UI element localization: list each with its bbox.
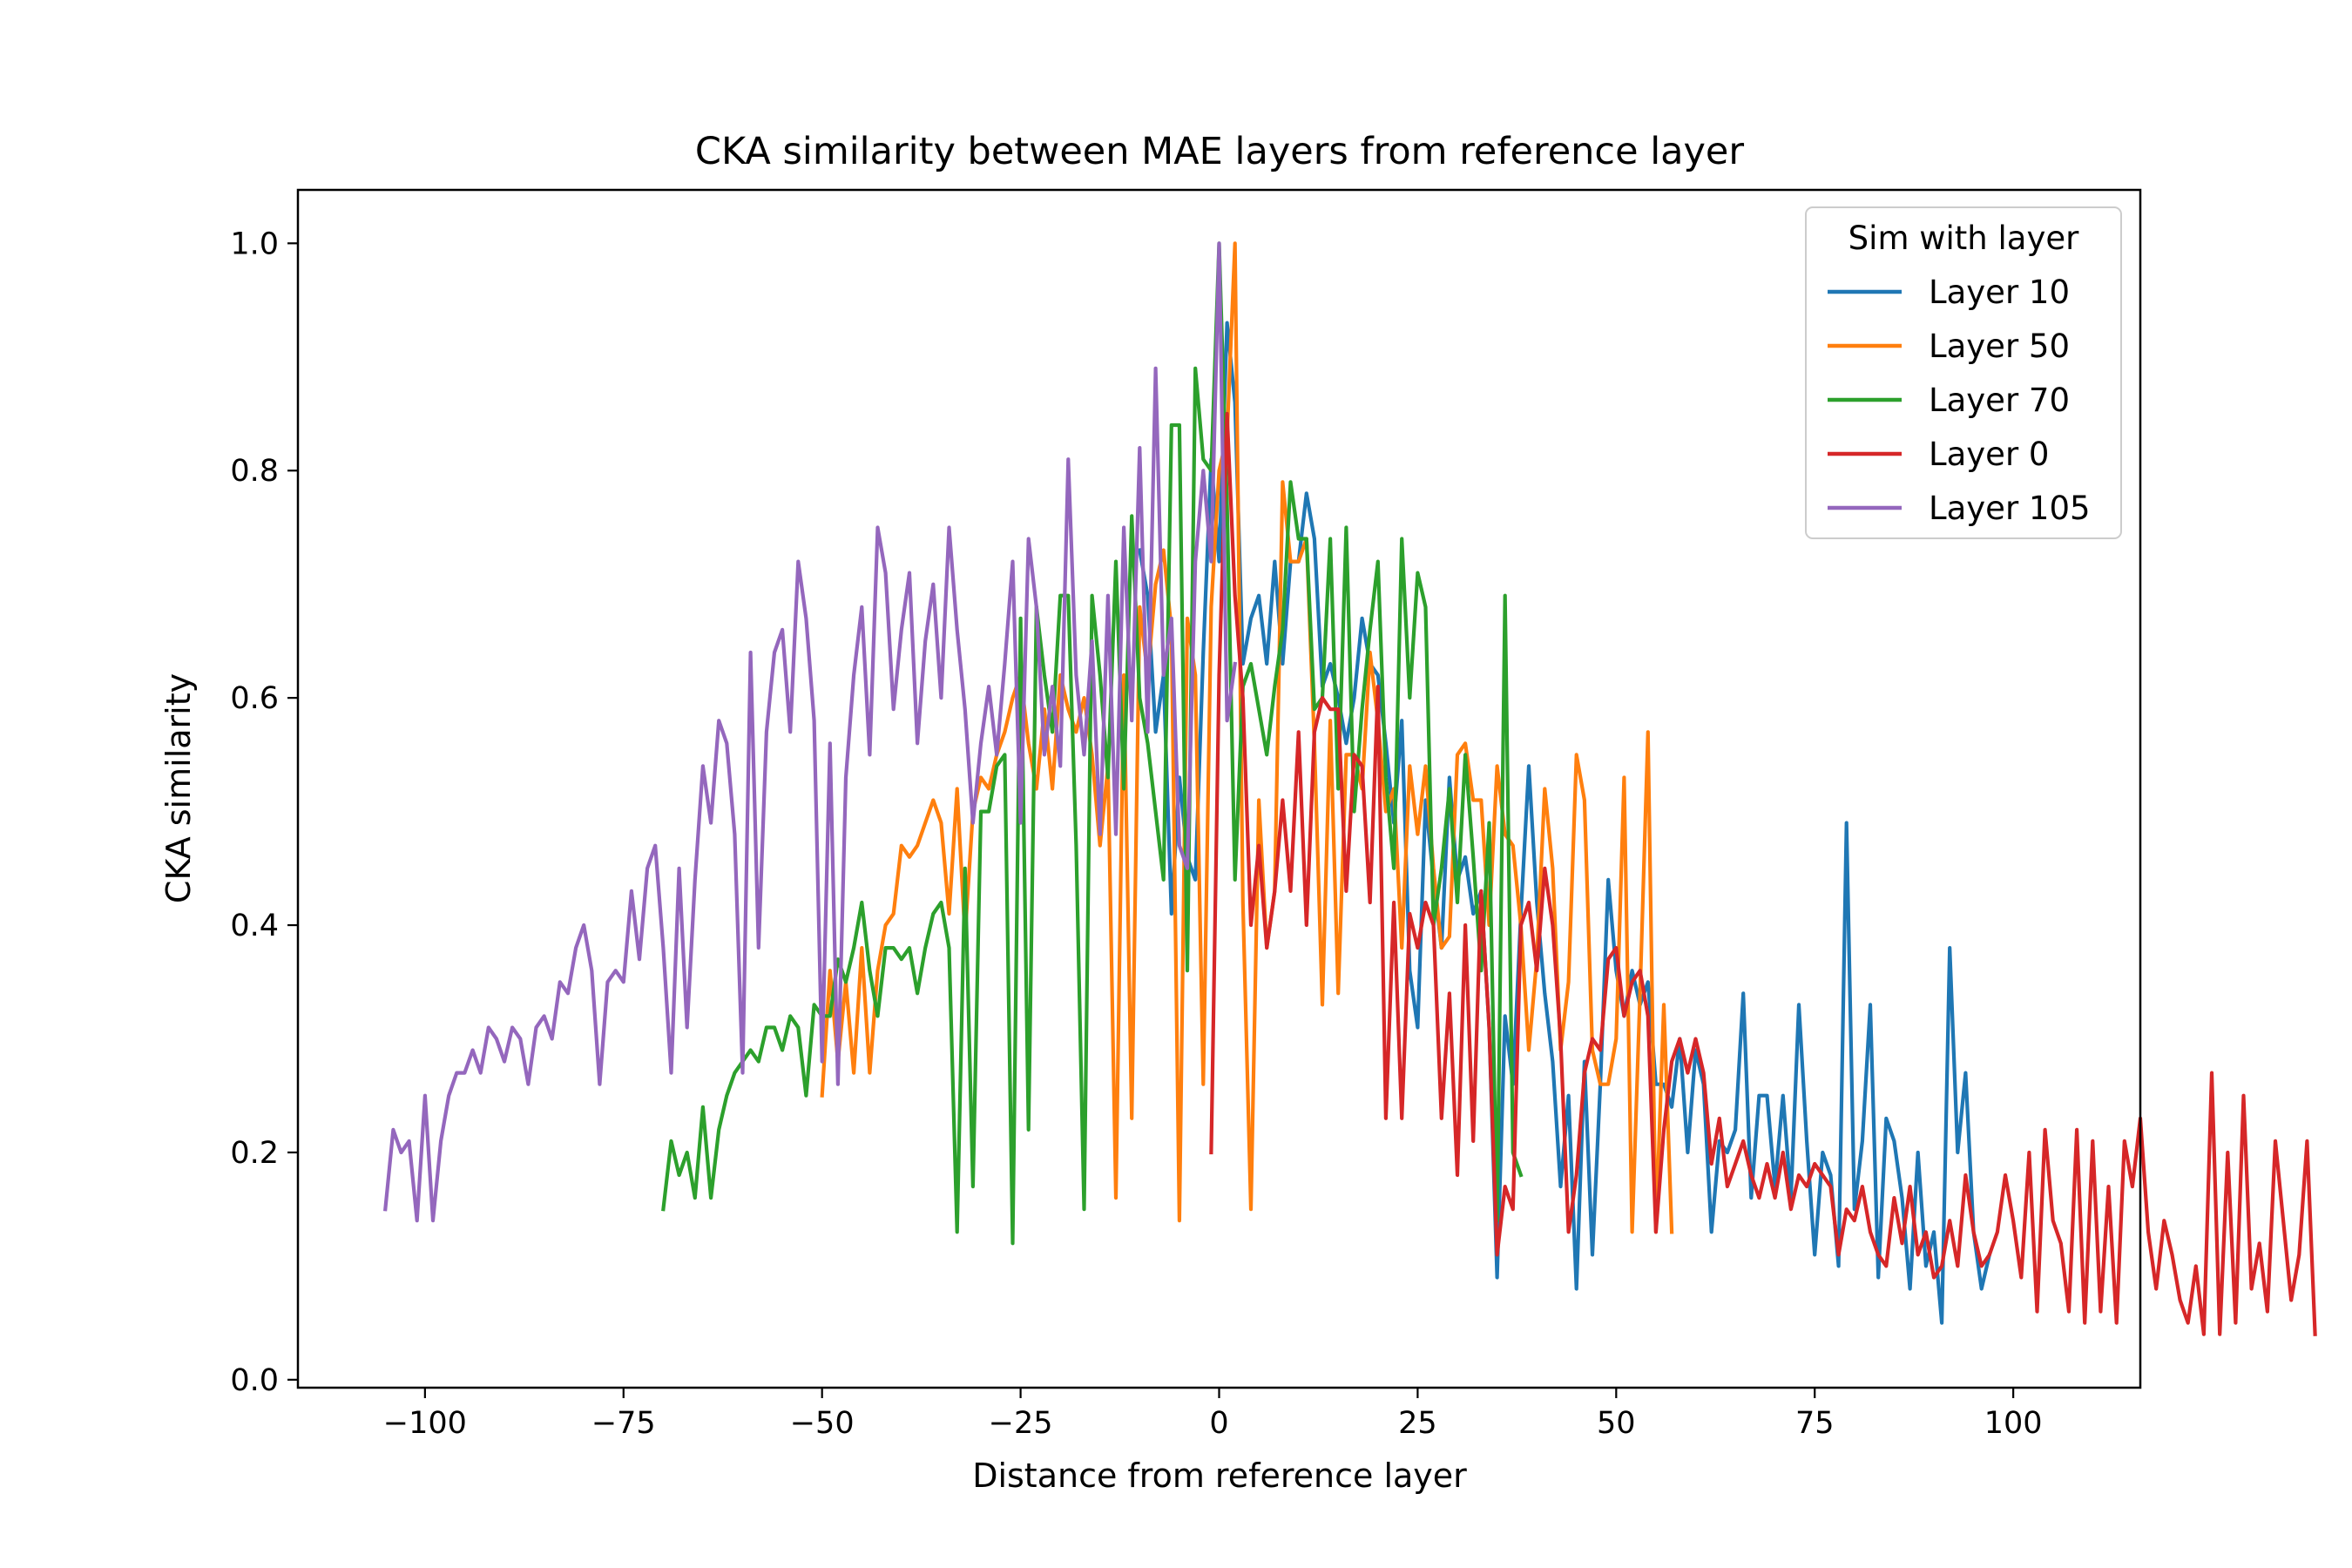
series-line-2: [661, 241, 1524, 1246]
legend-label: Layer 0: [1929, 436, 2049, 473]
x-tick-label: 50: [1597, 1406, 1636, 1441]
x-tick-label: 75: [1795, 1406, 1835, 1441]
legend-label: Layer 105: [1929, 490, 2091, 527]
x-tick-label: −50: [790, 1406, 855, 1441]
x-axis-label: Distance from reference layer: [972, 1456, 1467, 1495]
y-axis-label: CKA similarity: [159, 673, 198, 903]
x-tick-label: −100: [383, 1406, 467, 1441]
x-axis: −100 −75 −50 −25 0 25 50 75 100: [383, 1388, 2043, 1441]
y-tick-label: 0.2: [230, 1136, 279, 1171]
x-tick-label: −25: [989, 1406, 1053, 1441]
y-tick-label: 0.4: [230, 909, 279, 943]
series-line-4: [383, 241, 1238, 1223]
legend-items: Layer 10 Layer 50 Layer 70 Layer 0 Layer 105: [1828, 274, 2091, 527]
y-tick-label: 1.0: [230, 226, 279, 261]
series-line-3: [1209, 411, 2317, 1336]
x-tick-label: −75: [591, 1406, 656, 1441]
x-tick-label: 0: [1209, 1406, 1228, 1441]
legend-label: Layer 10: [1929, 274, 2070, 311]
x-tick-label: 100: [1984, 1406, 2043, 1441]
y-axis: 0.0 0.2 0.4 0.6 0.8 1.0: [230, 226, 298, 1398]
legend-label: Layer 70: [1929, 382, 2070, 419]
y-tick-label: 0.8: [230, 454, 279, 489]
legend-label: Layer 50: [1929, 328, 2070, 365]
y-tick-label: 0.6: [230, 681, 279, 716]
legend-box: [1805, 206, 2122, 539]
y-tick-label: 0.0: [230, 1363, 279, 1398]
chart-title: CKA similarity between MAE layers from r…: [695, 130, 1744, 173]
legend-title: Sim with layer: [1848, 220, 2079, 257]
x-tick-label: 25: [1398, 1406, 1437, 1441]
series-layer: [383, 241, 2317, 1336]
